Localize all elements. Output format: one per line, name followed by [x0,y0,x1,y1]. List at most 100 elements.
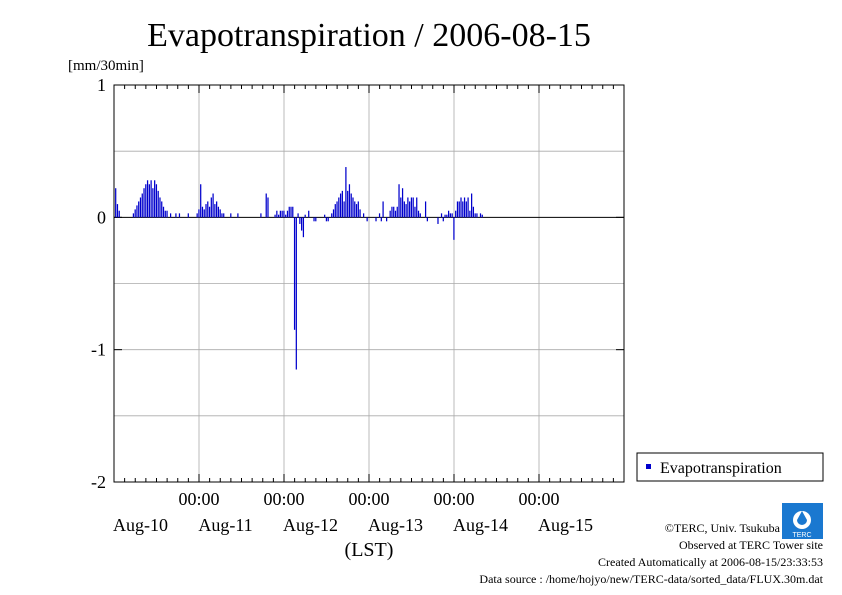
bar [375,217,377,222]
bar [297,213,299,218]
bar [164,210,166,218]
chart-title: Evapotranspiration / 2006-08-15 [147,17,591,54]
legend-label: Evapotranspiration [660,460,782,477]
bar [139,197,142,218]
bar [345,167,347,218]
bar [161,201,163,218]
bar [116,204,119,218]
bar [350,193,352,218]
bar [166,210,168,218]
bar [378,213,381,218]
bar [471,193,473,218]
x-day-label: Aug-11 [198,515,252,535]
x-day-label: Aug-15 [538,515,593,535]
legend-swatch [646,464,651,469]
bar [203,209,205,218]
bar [338,197,340,218]
bar [293,217,296,330]
bar [357,201,359,218]
bar [339,193,342,218]
bar [146,180,149,218]
bar [414,206,416,218]
bar [417,210,420,218]
bar [462,201,464,218]
bar [285,214,287,218]
y-tick-label: 1 [97,75,106,95]
data-source-text: Data source : /home/hojyo/new/TERC-data/… [479,572,823,586]
bar [148,184,150,218]
bar [141,193,143,218]
x-time-tick-label: 00:00 [178,489,219,509]
bar [223,213,225,218]
bar [154,180,156,218]
bar [279,210,282,218]
bar [472,206,475,218]
bar [479,213,482,218]
bar [150,180,152,218]
x-day-label: Aug-12 [283,515,338,535]
bar [382,201,384,218]
bar [424,201,427,218]
y-axis-unit-label: [mm/30min] [68,58,144,74]
bar [348,184,351,218]
bar [331,213,333,218]
x-axis-label: (LST) [345,539,394,561]
bar [400,197,402,218]
bar [325,217,328,222]
bar [456,201,459,218]
bar [380,217,382,222]
bar [187,213,189,218]
bar [458,201,460,218]
bar [216,201,218,218]
bar [334,204,336,218]
bar [469,210,471,218]
legend: Evapotranspiration [636,452,824,482]
bar [332,209,335,218]
bar [352,197,354,218]
bar [455,210,457,218]
bar [136,205,138,218]
bar [230,213,232,218]
bar [237,213,239,218]
bar [118,210,120,218]
bar [451,213,453,218]
bar [288,206,290,218]
bar [398,184,400,218]
bar [276,210,278,218]
y-tick-label: -2 [91,472,106,492]
bar [208,206,211,218]
bar [274,214,276,218]
x-time-tick-label: 00:00 [518,489,559,509]
bar [210,197,212,218]
bar [178,213,181,218]
bar [481,214,483,218]
bar [460,197,462,218]
bar [407,197,409,218]
bar [143,188,145,218]
bar [301,217,303,231]
bar [299,217,301,224]
bar [474,213,476,218]
site-text: Observed at TERC Tower site [679,538,823,552]
copyright-text: ©TERC, Univ. Tsukuba [665,521,781,535]
bar [343,201,345,218]
bar [447,210,450,218]
bar [327,217,329,222]
bar [201,206,204,218]
bar [115,188,117,218]
bar [386,217,388,222]
x-tick-labels: 00:00 00:00 00:00 00:00 00:00 Aug-10 Aug-11 Aug… [113,489,593,535]
bar [366,217,368,222]
bar [152,188,154,218]
bar [205,204,207,218]
y-tick-labels: 1 0 -1 -2 [91,75,106,492]
bar [389,210,391,218]
y-tick-label: 0 [97,207,106,227]
bar [437,217,439,224]
x-time-tick-label: 00:00 [433,489,474,509]
bar [132,213,135,218]
bar [446,214,448,218]
bar [442,217,444,222]
bar [324,214,326,218]
